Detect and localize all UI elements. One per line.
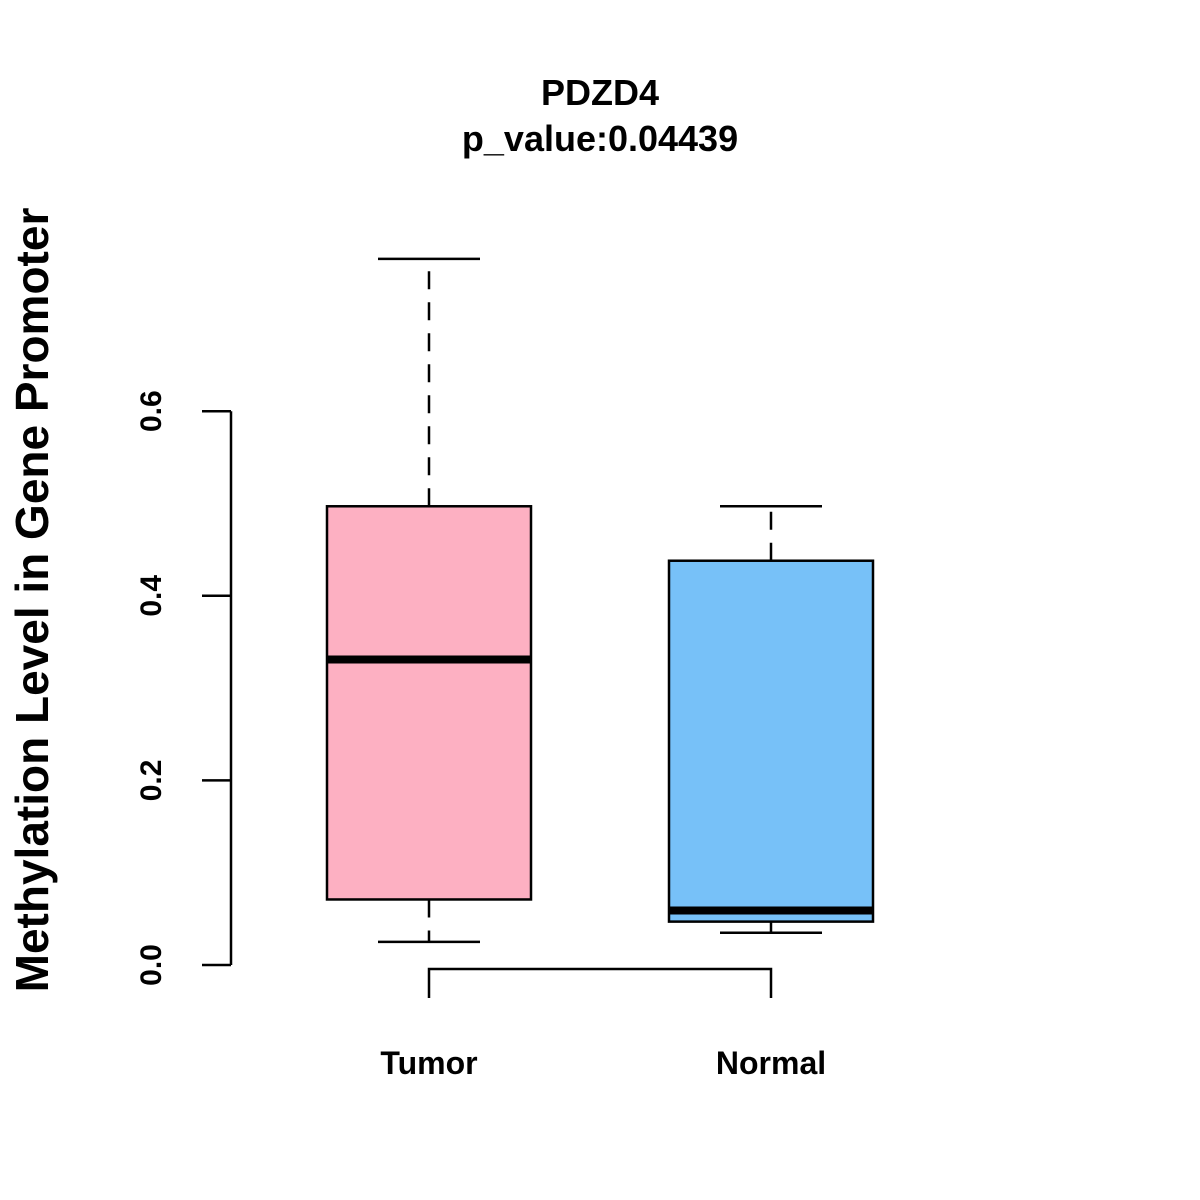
box-normal — [667, 505, 875, 934]
box-tumor — [325, 257, 533, 944]
bracket-line — [427, 967, 773, 998]
iqr-box — [325, 505, 533, 901]
y-tick-label: 0.2 — [135, 760, 168, 802]
y-tick-label: 0.4 — [135, 575, 168, 617]
x-tick-label-tumor: Tumor — [380, 1045, 477, 1081]
y-tick-label: 0.6 — [135, 390, 168, 432]
iqr-box — [667, 559, 875, 923]
x-tick-label-normal: Normal — [716, 1045, 826, 1081]
boxes-layer — [325, 257, 875, 944]
significance-bracket — [427, 967, 773, 998]
chart-title: PDZD4 — [541, 72, 659, 113]
chart-subtitle: p_value:0.04439 — [462, 118, 738, 159]
y-axis-label: Methylation Level in Gene Promoter — [6, 208, 58, 993]
y-axis: 0.0 0.2 0.4 0.6 — [135, 390, 233, 986]
x-axis-labels: Tumor Normal — [380, 1045, 826, 1081]
y-tick-label: 0.0 — [135, 944, 168, 986]
